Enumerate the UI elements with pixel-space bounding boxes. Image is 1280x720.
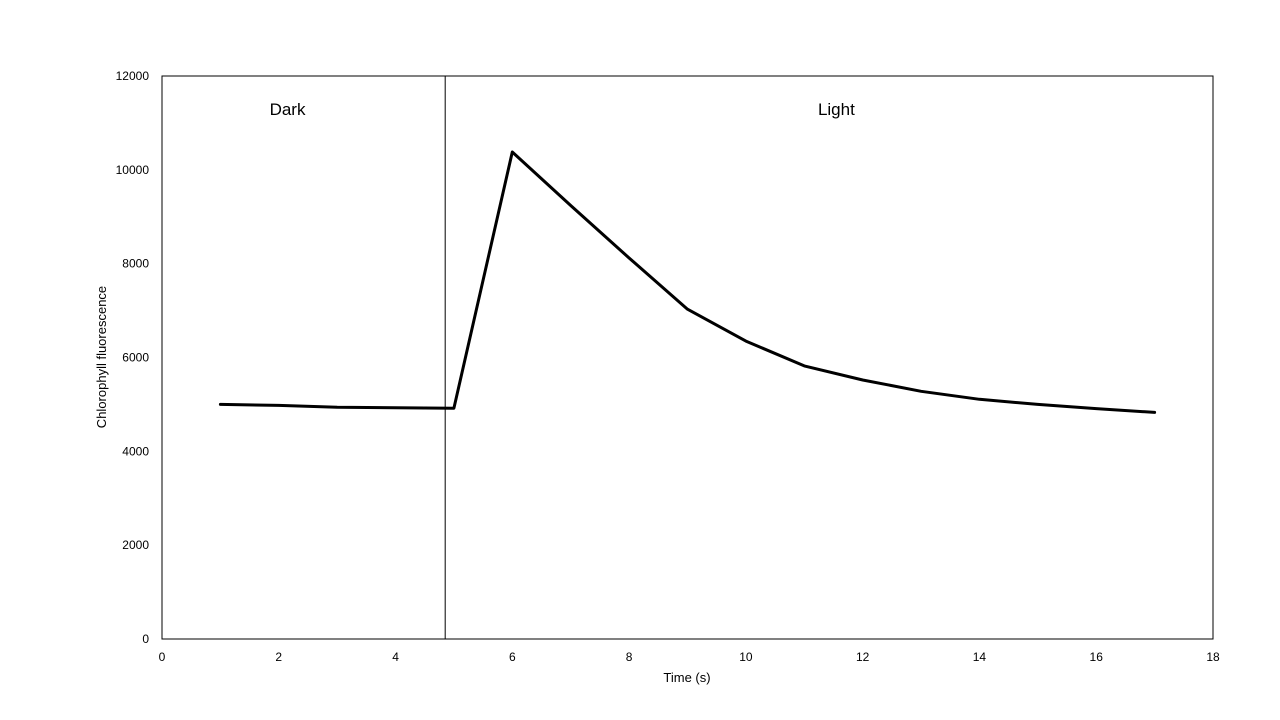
x-tick-label: 4 [392,650,399,664]
x-tick-label: 14 [973,650,987,664]
annotation-layer: Dark Light [270,100,856,119]
region-label-light: Light [818,100,855,119]
x-axis-title: Time (s) [663,670,710,685]
region-label-dark: Dark [270,100,306,119]
y-tick-label: 10000 [116,163,150,177]
y-tick-label: 6000 [122,351,149,365]
x-tick-label: 10 [739,650,753,664]
x-tick-label: 2 [275,650,282,664]
y-tick-label: 4000 [122,444,149,458]
series-layer [218,150,1157,414]
fluorescence-series-line [218,150,1157,414]
y-tick-label: 8000 [122,257,149,271]
y-tick-label: 2000 [122,538,149,552]
x-tick-label: 0 [159,650,166,664]
x-tick-label: 16 [1090,650,1104,664]
x-tick-labels: 0 2 4 6 8 10 12 14 16 18 [159,650,1220,664]
y-tick-label: 0 [142,632,149,646]
x-tick-label: 8 [626,650,633,664]
y-axis-title: Chlorophyll fluorescence [94,286,109,428]
x-tick-label: 6 [509,650,516,664]
y-tick-label: 12000 [116,69,150,83]
x-tick-label: 18 [1206,650,1220,664]
plot-area-frame [161,75,1214,640]
y-tick-labels: 0 2000 4000 6000 8000 10000 12000 [116,69,150,646]
x-tick-label: 12 [856,650,870,664]
